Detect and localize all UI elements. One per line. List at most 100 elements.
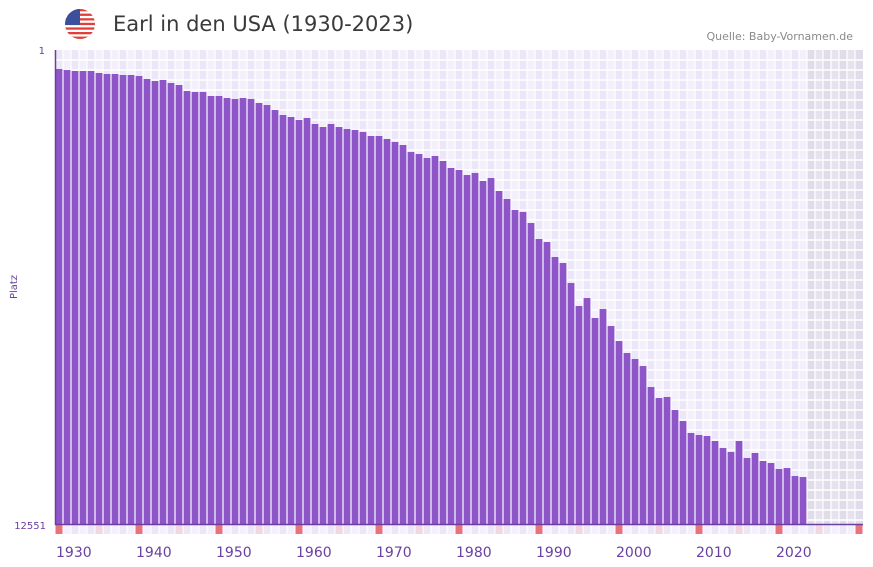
bar-2007 — [671, 410, 679, 524]
bar-2011 — [703, 435, 711, 524]
x-tick-labels: 1930 1940 1950 1960 1970 1980 1990 2000 2010 2020 — [56, 545, 812, 561]
bar-1968 — [359, 131, 367, 524]
grid-column — [647, 50, 655, 524]
bar-1955 — [255, 102, 263, 524]
year-marker-1948 — [199, 525, 207, 534]
year-marker-1999 — [607, 525, 615, 534]
year-marker-2007 — [671, 525, 679, 534]
bar-1940 — [135, 75, 143, 525]
year-marker-1994 — [567, 525, 575, 534]
bar-2016 — [743, 457, 751, 524]
bar-1995 — [575, 305, 583, 524]
bar-1960 — [295, 119, 303, 525]
bar-2013 — [719, 447, 727, 524]
year-marker-2020 — [775, 525, 783, 534]
year-marker-2028 — [839, 525, 847, 534]
bar-1986 — [503, 198, 511, 524]
grid-column — [839, 50, 847, 524]
bar-1969 — [367, 135, 375, 524]
year-marker-2016 — [743, 525, 751, 534]
year-marker-2021 — [783, 525, 791, 534]
bar-1971 — [383, 138, 391, 524]
bar-1943 — [159, 79, 167, 524]
bar-1973 — [399, 144, 407, 525]
year-marker-1974 — [407, 525, 415, 534]
year-marker-1935 — [95, 525, 103, 534]
bar-2018 — [759, 461, 767, 524]
bar-1999 — [607, 326, 615, 524]
grid-column — [719, 50, 727, 524]
bar-1962 — [311, 123, 319, 525]
bar-1988 — [519, 211, 527, 525]
usa-flag-icon — [65, 9, 95, 39]
y-tick-label-top: 1 — [39, 46, 45, 57]
year-marker-2025 — [815, 525, 823, 534]
bar-1951 — [223, 98, 231, 524]
bar-2017 — [751, 452, 759, 524]
grid-column — [831, 50, 839, 524]
year-marker-2026 — [823, 525, 831, 534]
year-marker-2019 — [767, 525, 775, 534]
bar-2021 — [783, 468, 791, 524]
bar-2009 — [687, 432, 695, 524]
year-marker-1973 — [399, 525, 407, 534]
grid-column — [623, 50, 631, 524]
year-marker-1942 — [151, 525, 159, 534]
year-marker-2012 — [711, 525, 719, 534]
x-tick-label: 2010 — [696, 545, 732, 561]
year-marker-2011 — [703, 525, 711, 534]
year-marker-1990 — [535, 525, 543, 534]
bar-2005 — [655, 398, 663, 524]
grid-column — [615, 50, 623, 524]
bar-2019 — [767, 463, 775, 524]
grid-column — [663, 50, 671, 524]
year-marker-2000 — [615, 525, 623, 534]
year-marker-1936 — [103, 525, 111, 534]
grid-column — [631, 50, 639, 524]
year-marker-1959 — [287, 525, 295, 534]
grid-column — [791, 50, 799, 524]
x-tick-label: 1970 — [376, 545, 412, 561]
grid-column — [775, 50, 783, 524]
year-marker-1938 — [119, 525, 127, 534]
x-tick-label: 1930 — [56, 545, 92, 561]
x-tick-label: 2020 — [776, 545, 812, 561]
year-marker-2003 — [639, 525, 647, 534]
x-tick-label: 1960 — [296, 545, 332, 561]
grid-column — [847, 50, 855, 524]
bar-1965 — [335, 127, 343, 524]
year-marker-1931 — [63, 525, 71, 534]
bar-1961 — [303, 117, 311, 524]
year-marker-1954 — [247, 525, 255, 534]
year-marker-1966 — [343, 525, 351, 534]
bar-1934 — [87, 70, 95, 525]
year-marker-1957 — [271, 525, 279, 534]
bar-1983 — [479, 180, 487, 524]
year-marker-1955 — [255, 525, 263, 534]
year-marker-1950 — [215, 525, 223, 534]
grid-column — [735, 50, 743, 524]
grid-column — [703, 50, 711, 524]
bar-1994 — [567, 282, 575, 524]
year-marker-2014 — [727, 525, 735, 534]
year-marker-1930 — [55, 525, 63, 534]
grid-column — [679, 50, 687, 524]
year-marker-1993 — [559, 525, 567, 534]
year-marker-1998 — [599, 525, 607, 534]
bar-2015 — [735, 440, 743, 524]
grid-column — [767, 50, 775, 524]
year-marker-1980 — [455, 525, 463, 534]
year-marker-2029 — [847, 525, 855, 534]
grid-column — [751, 50, 759, 524]
year-marker-1997 — [591, 525, 599, 534]
bar-1931 — [63, 70, 71, 525]
y-tick-label-bottom: 12551 — [14, 521, 46, 532]
grid-column — [583, 50, 591, 524]
grid-column — [855, 50, 863, 524]
year-marker-1949 — [207, 525, 215, 534]
year-marker-strip — [55, 525, 863, 534]
year-marker-2015 — [735, 525, 743, 534]
x-tick-label: 1940 — [136, 545, 172, 561]
year-marker-1968 — [359, 525, 367, 534]
